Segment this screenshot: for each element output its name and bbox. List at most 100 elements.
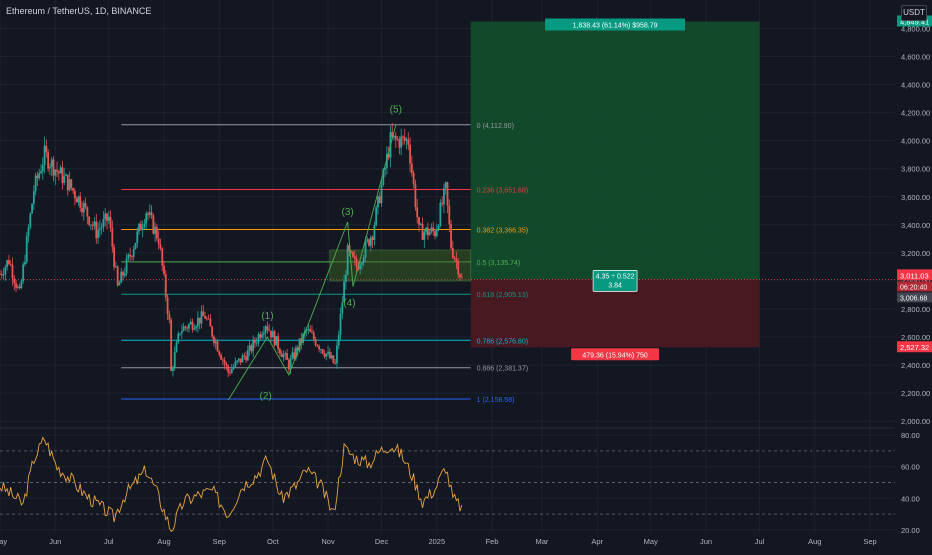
candle-body xyxy=(416,207,419,218)
candle-body xyxy=(378,196,381,203)
candle-body xyxy=(200,311,203,324)
candle-body xyxy=(45,145,48,153)
candle-body xyxy=(52,159,55,176)
candle-body xyxy=(364,241,367,258)
candle-body xyxy=(97,229,99,239)
candle-body xyxy=(205,318,208,320)
time-tick-16: Sep xyxy=(863,537,876,546)
candle-body xyxy=(391,132,394,138)
candle-body xyxy=(50,159,53,168)
candle-body xyxy=(241,355,244,363)
candle-body xyxy=(34,175,37,192)
candle-body xyxy=(116,266,119,286)
candle-body xyxy=(211,326,214,337)
candle-body xyxy=(377,196,379,208)
candle-body xyxy=(268,329,271,331)
candle-body xyxy=(400,136,403,148)
candle-body xyxy=(336,345,338,364)
candle-body xyxy=(323,353,326,357)
fib-label-1: 1 (2,158.58) xyxy=(477,397,515,404)
candle-body xyxy=(132,249,135,257)
candle-body xyxy=(13,278,16,284)
candle-body xyxy=(255,342,258,344)
candle-body xyxy=(368,239,370,246)
candle-body xyxy=(15,283,17,288)
candle-body xyxy=(459,274,461,277)
candle-body xyxy=(111,227,114,247)
candle-body xyxy=(221,359,224,361)
candle-body xyxy=(375,207,378,226)
candle-body xyxy=(88,216,91,225)
wave-label-1: (1) xyxy=(261,311,273,322)
candle-body xyxy=(284,353,287,355)
candle-body xyxy=(106,213,108,221)
candle-body xyxy=(170,319,173,371)
candle-body xyxy=(286,353,288,360)
candle-body xyxy=(214,341,217,344)
candle-body xyxy=(309,328,312,332)
candle-body xyxy=(2,274,5,276)
candle-body xyxy=(312,332,315,340)
candle-body xyxy=(177,333,180,343)
candle-body xyxy=(270,330,272,338)
candle-body xyxy=(273,331,276,346)
candle-body xyxy=(296,347,299,351)
candle-body xyxy=(239,358,242,363)
time-tick-2: Jul xyxy=(104,537,114,546)
candle-body xyxy=(145,213,148,224)
candle-body xyxy=(86,207,89,217)
candle-body xyxy=(182,326,185,332)
candle-body xyxy=(421,224,424,240)
price-tick: 3,800.00 xyxy=(901,165,930,174)
candle-body xyxy=(0,273,1,275)
candle-body xyxy=(143,223,146,227)
candle-body xyxy=(332,355,335,363)
candle-body xyxy=(104,213,107,219)
candle-body xyxy=(432,227,435,232)
stop-price-badge-bg xyxy=(897,341,932,353)
candle-body xyxy=(325,353,328,357)
candle-body xyxy=(127,254,130,259)
price-tick: 3,200.00 xyxy=(901,249,930,258)
candle-body xyxy=(380,184,383,203)
time-tick-7: Dec xyxy=(375,537,389,546)
candle-body xyxy=(394,135,397,140)
candle-body xyxy=(357,267,360,270)
candle-body xyxy=(227,365,230,373)
candle-body xyxy=(20,281,23,289)
ratio-badge xyxy=(592,270,638,292)
rsi-tick: 20.00 xyxy=(901,526,920,535)
candle-body xyxy=(343,281,345,303)
candle-body xyxy=(307,328,310,330)
candle-body xyxy=(98,228,101,230)
candle-body xyxy=(113,246,116,267)
candle-body xyxy=(141,226,144,231)
time-tick-1: Jun xyxy=(49,537,61,546)
stop-price-badge: 2,527.32 xyxy=(900,343,929,352)
candle-body xyxy=(234,361,237,367)
candle-body xyxy=(38,173,41,179)
candle-body xyxy=(451,248,454,258)
candle-body xyxy=(382,169,385,185)
candle-body xyxy=(57,171,60,174)
candle-body xyxy=(248,345,251,351)
candle-body xyxy=(444,182,447,189)
candle-body xyxy=(195,326,198,329)
candle-body xyxy=(318,346,321,350)
candle-body xyxy=(66,174,69,191)
candle-body xyxy=(352,251,354,257)
candle-body xyxy=(191,321,194,330)
candle-body xyxy=(435,228,438,237)
stop-badge xyxy=(571,348,660,361)
candle-body xyxy=(209,318,212,327)
candle-body xyxy=(428,232,431,236)
candle-body xyxy=(434,231,436,237)
candle-body xyxy=(175,342,178,353)
currency-button[interactable]: USDT xyxy=(901,5,927,21)
candle-body xyxy=(396,139,399,140)
candle-body xyxy=(366,239,369,242)
candle-body xyxy=(425,227,428,233)
